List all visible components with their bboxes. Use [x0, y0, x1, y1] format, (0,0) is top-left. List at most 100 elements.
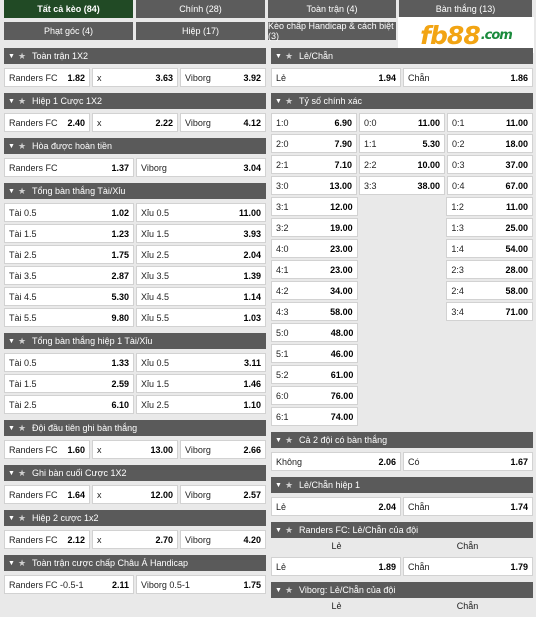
odds-button[interactable]: 1:4 54.00: [446, 239, 534, 258]
odds-button[interactable]: 6:1 74.00: [271, 407, 359, 426]
odds-button[interactable]: Tài 2.5 1.75: [4, 245, 134, 264]
odds-button[interactable]: Tài 0.5 1.02: [4, 203, 134, 222]
odds-button[interactable]: x 2.70: [92, 530, 178, 549]
collapse-chevron-icon[interactable]: ▼: [275, 526, 282, 534]
odds-button[interactable]: Randers FC -0.5-1 2.11: [4, 575, 134, 594]
market-header[interactable]: ▼ ★ Toàn trận cược chấp Châu Á Handicap: [4, 555, 266, 571]
favorite-star-icon[interactable]: ★: [17, 140, 27, 151]
collapse-chevron-icon[interactable]: ▼: [275, 586, 282, 594]
favorite-star-icon[interactable]: ★: [17, 512, 27, 523]
odds-button[interactable]: 2:3 28.00: [446, 260, 534, 279]
collapse-chevron-icon[interactable]: ▼: [8, 469, 15, 477]
tab-handicap[interactable]: Kèo chấp Handicap & cách biệt (3): [268, 21, 396, 41]
odds-button[interactable]: 4:1 23.00: [271, 260, 358, 279]
odds-button[interactable]: Xỉu 0.5 3.11: [136, 353, 266, 372]
market-header[interactable]: ▼ ★ Randers FC: Lẻ/Chẵn của đội: [271, 522, 533, 538]
odds-button[interactable]: Xỉu 3.5 1.39: [136, 266, 266, 285]
odds-button[interactable]: Viborg 4.12: [180, 113, 266, 132]
odds-button[interactable]: x 12.00: [92, 485, 178, 504]
favorite-star-icon[interactable]: ★: [284, 479, 294, 490]
odds-button[interactable]: Tài 1.5 2.59: [4, 374, 134, 393]
odds-button[interactable]: 3:2 19.00: [271, 218, 358, 237]
tab-goals[interactable]: Bàn thắng (13): [399, 0, 532, 18]
market-header[interactable]: ▼ ★ Hiệp 1 Cược 1X2: [4, 93, 266, 109]
odds-button[interactable]: 1:0 6.90: [271, 113, 357, 132]
odds-button[interactable]: 0:2 18.00: [447, 134, 533, 153]
market-header[interactable]: ▼ ★ Viborg: Lẻ/Chẵn của đội: [271, 582, 533, 598]
odds-button[interactable]: 3:4 71.00: [446, 302, 534, 321]
odds-button[interactable]: 0:4 67.00: [447, 176, 533, 195]
odds-button[interactable]: Xỉu 0.5 11.00: [136, 203, 266, 222]
odds-button[interactable]: Xỉu 2.5 2.04: [136, 245, 266, 264]
market-header[interactable]: ▼ ★ Tổng bàn thắng Tài/Xỉu: [4, 183, 266, 199]
favorite-star-icon[interactable]: ★: [17, 557, 27, 568]
odds-button[interactable]: Viborg 3.92: [180, 68, 266, 87]
odds-button[interactable]: x 2.22: [92, 113, 178, 132]
market-header[interactable]: ▼ ★ Hiệp 2 cược 1x2: [4, 510, 266, 526]
collapse-chevron-icon[interactable]: ▼: [8, 559, 15, 567]
odds-button[interactable]: Chẵn 1.74: [403, 497, 533, 516]
odds-button[interactable]: Randers FC 2.12: [4, 530, 90, 549]
odds-button[interactable]: Viborg 3.04: [136, 158, 266, 177]
odds-button[interactable]: 1:2 11.00: [446, 197, 534, 216]
odds-button[interactable]: Randers FC 2.40: [4, 113, 90, 132]
favorite-star-icon[interactable]: ★: [284, 95, 294, 106]
market-header[interactable]: ▼ ★ Cả 2 đội có bàn thắng: [271, 432, 533, 448]
favorite-star-icon[interactable]: ★: [17, 95, 27, 106]
odds-button[interactable]: Xỉu 1.5 1.46: [136, 374, 266, 393]
collapse-chevron-icon[interactable]: ▼: [8, 514, 15, 522]
tab-halves[interactable]: Hiệp (17): [136, 22, 265, 40]
collapse-chevron-icon[interactable]: ▼: [275, 481, 282, 489]
market-header[interactable]: ▼ ★ Tổng bàn thắng hiệp 1 Tài/Xỉu: [4, 333, 266, 349]
odds-button[interactable]: Không 2.06: [271, 452, 401, 471]
odds-button[interactable]: 2:2 10.00: [359, 155, 445, 174]
collapse-chevron-icon[interactable]: ▼: [8, 142, 15, 150]
collapse-chevron-icon[interactable]: ▼: [8, 337, 15, 345]
odds-button[interactable]: Chẵn 1.79: [403, 557, 533, 576]
odds-button[interactable]: Randers FC 1.82: [4, 68, 90, 87]
odds-button[interactable]: 1:3 25.00: [446, 218, 534, 237]
odds-button[interactable]: 0:0 11.00: [359, 113, 445, 132]
collapse-chevron-icon[interactable]: ▼: [275, 97, 282, 105]
odds-button[interactable]: Xỉu 4.5 1.14: [136, 287, 266, 306]
tab-full-match[interactable]: Toàn trận (4): [268, 0, 396, 18]
odds-button[interactable]: 3:0 13.00: [271, 176, 357, 195]
odds-button[interactable]: Tài 2.5 6.10: [4, 395, 134, 414]
odds-button[interactable]: 2:4 58.00: [446, 281, 534, 300]
collapse-chevron-icon[interactable]: ▼: [275, 52, 282, 60]
odds-button[interactable]: Tài 3.5 2.87: [4, 266, 134, 285]
odds-button[interactable]: Tài 1.5 1.23: [4, 224, 134, 243]
odds-button[interactable]: 6:0 76.00: [271, 386, 359, 405]
market-header[interactable]: ▼ ★ Tỷ số chính xác: [271, 93, 533, 109]
odds-button[interactable]: Tài 0.5 1.33: [4, 353, 134, 372]
favorite-star-icon[interactable]: ★: [284, 50, 294, 61]
odds-button[interactable]: Viborg 2.66: [180, 440, 266, 459]
odds-button[interactable]: x 13.00: [92, 440, 178, 459]
odds-button[interactable]: 4:3 58.00: [271, 302, 358, 321]
collapse-chevron-icon[interactable]: ▼: [8, 187, 15, 195]
odds-button[interactable]: Lẻ 1.89: [271, 557, 401, 576]
odds-button[interactable]: Lẻ 2.04: [271, 497, 401, 516]
odds-button[interactable]: 4:2 34.00: [271, 281, 358, 300]
market-header[interactable]: ▼ ★ Toàn trận 1X2: [4, 48, 266, 64]
favorite-star-icon[interactable]: ★: [284, 524, 294, 535]
odds-button[interactable]: Xỉu 2.5 1.10: [136, 395, 266, 414]
collapse-chevron-icon[interactable]: ▼: [275, 436, 282, 444]
collapse-chevron-icon[interactable]: ▼: [8, 52, 15, 60]
odds-button[interactable]: Chẵn 1.86: [403, 68, 533, 87]
odds-button[interactable]: 2:1 7.10: [271, 155, 357, 174]
favorite-star-icon[interactable]: ★: [284, 584, 294, 595]
odds-button[interactable]: Randers FC 1.37: [4, 158, 134, 177]
odds-button[interactable]: 3:3 38.00: [359, 176, 445, 195]
odds-button[interactable]: 0:1 11.00: [447, 113, 533, 132]
market-header[interactable]: ▼ ★ Lẻ/Chẵn: [271, 48, 533, 64]
odds-button[interactable]: Lẻ 1.94: [271, 68, 401, 87]
odds-button[interactable]: x 3.63: [92, 68, 178, 87]
odds-button[interactable]: 5:0 48.00: [271, 323, 359, 342]
odds-button[interactable]: Tài 5.5 9.80: [4, 308, 134, 327]
market-header[interactable]: ▼ ★ Lẻ/Chẵn hiệp 1: [271, 477, 533, 493]
tab-all-markets[interactable]: Tất cả kèo (84): [4, 0, 133, 18]
odds-button[interactable]: Viborg 2.57: [180, 485, 266, 504]
odds-button[interactable]: 5:1 46.00: [271, 344, 359, 363]
odds-button[interactable]: 4:0 23.00: [271, 239, 358, 258]
